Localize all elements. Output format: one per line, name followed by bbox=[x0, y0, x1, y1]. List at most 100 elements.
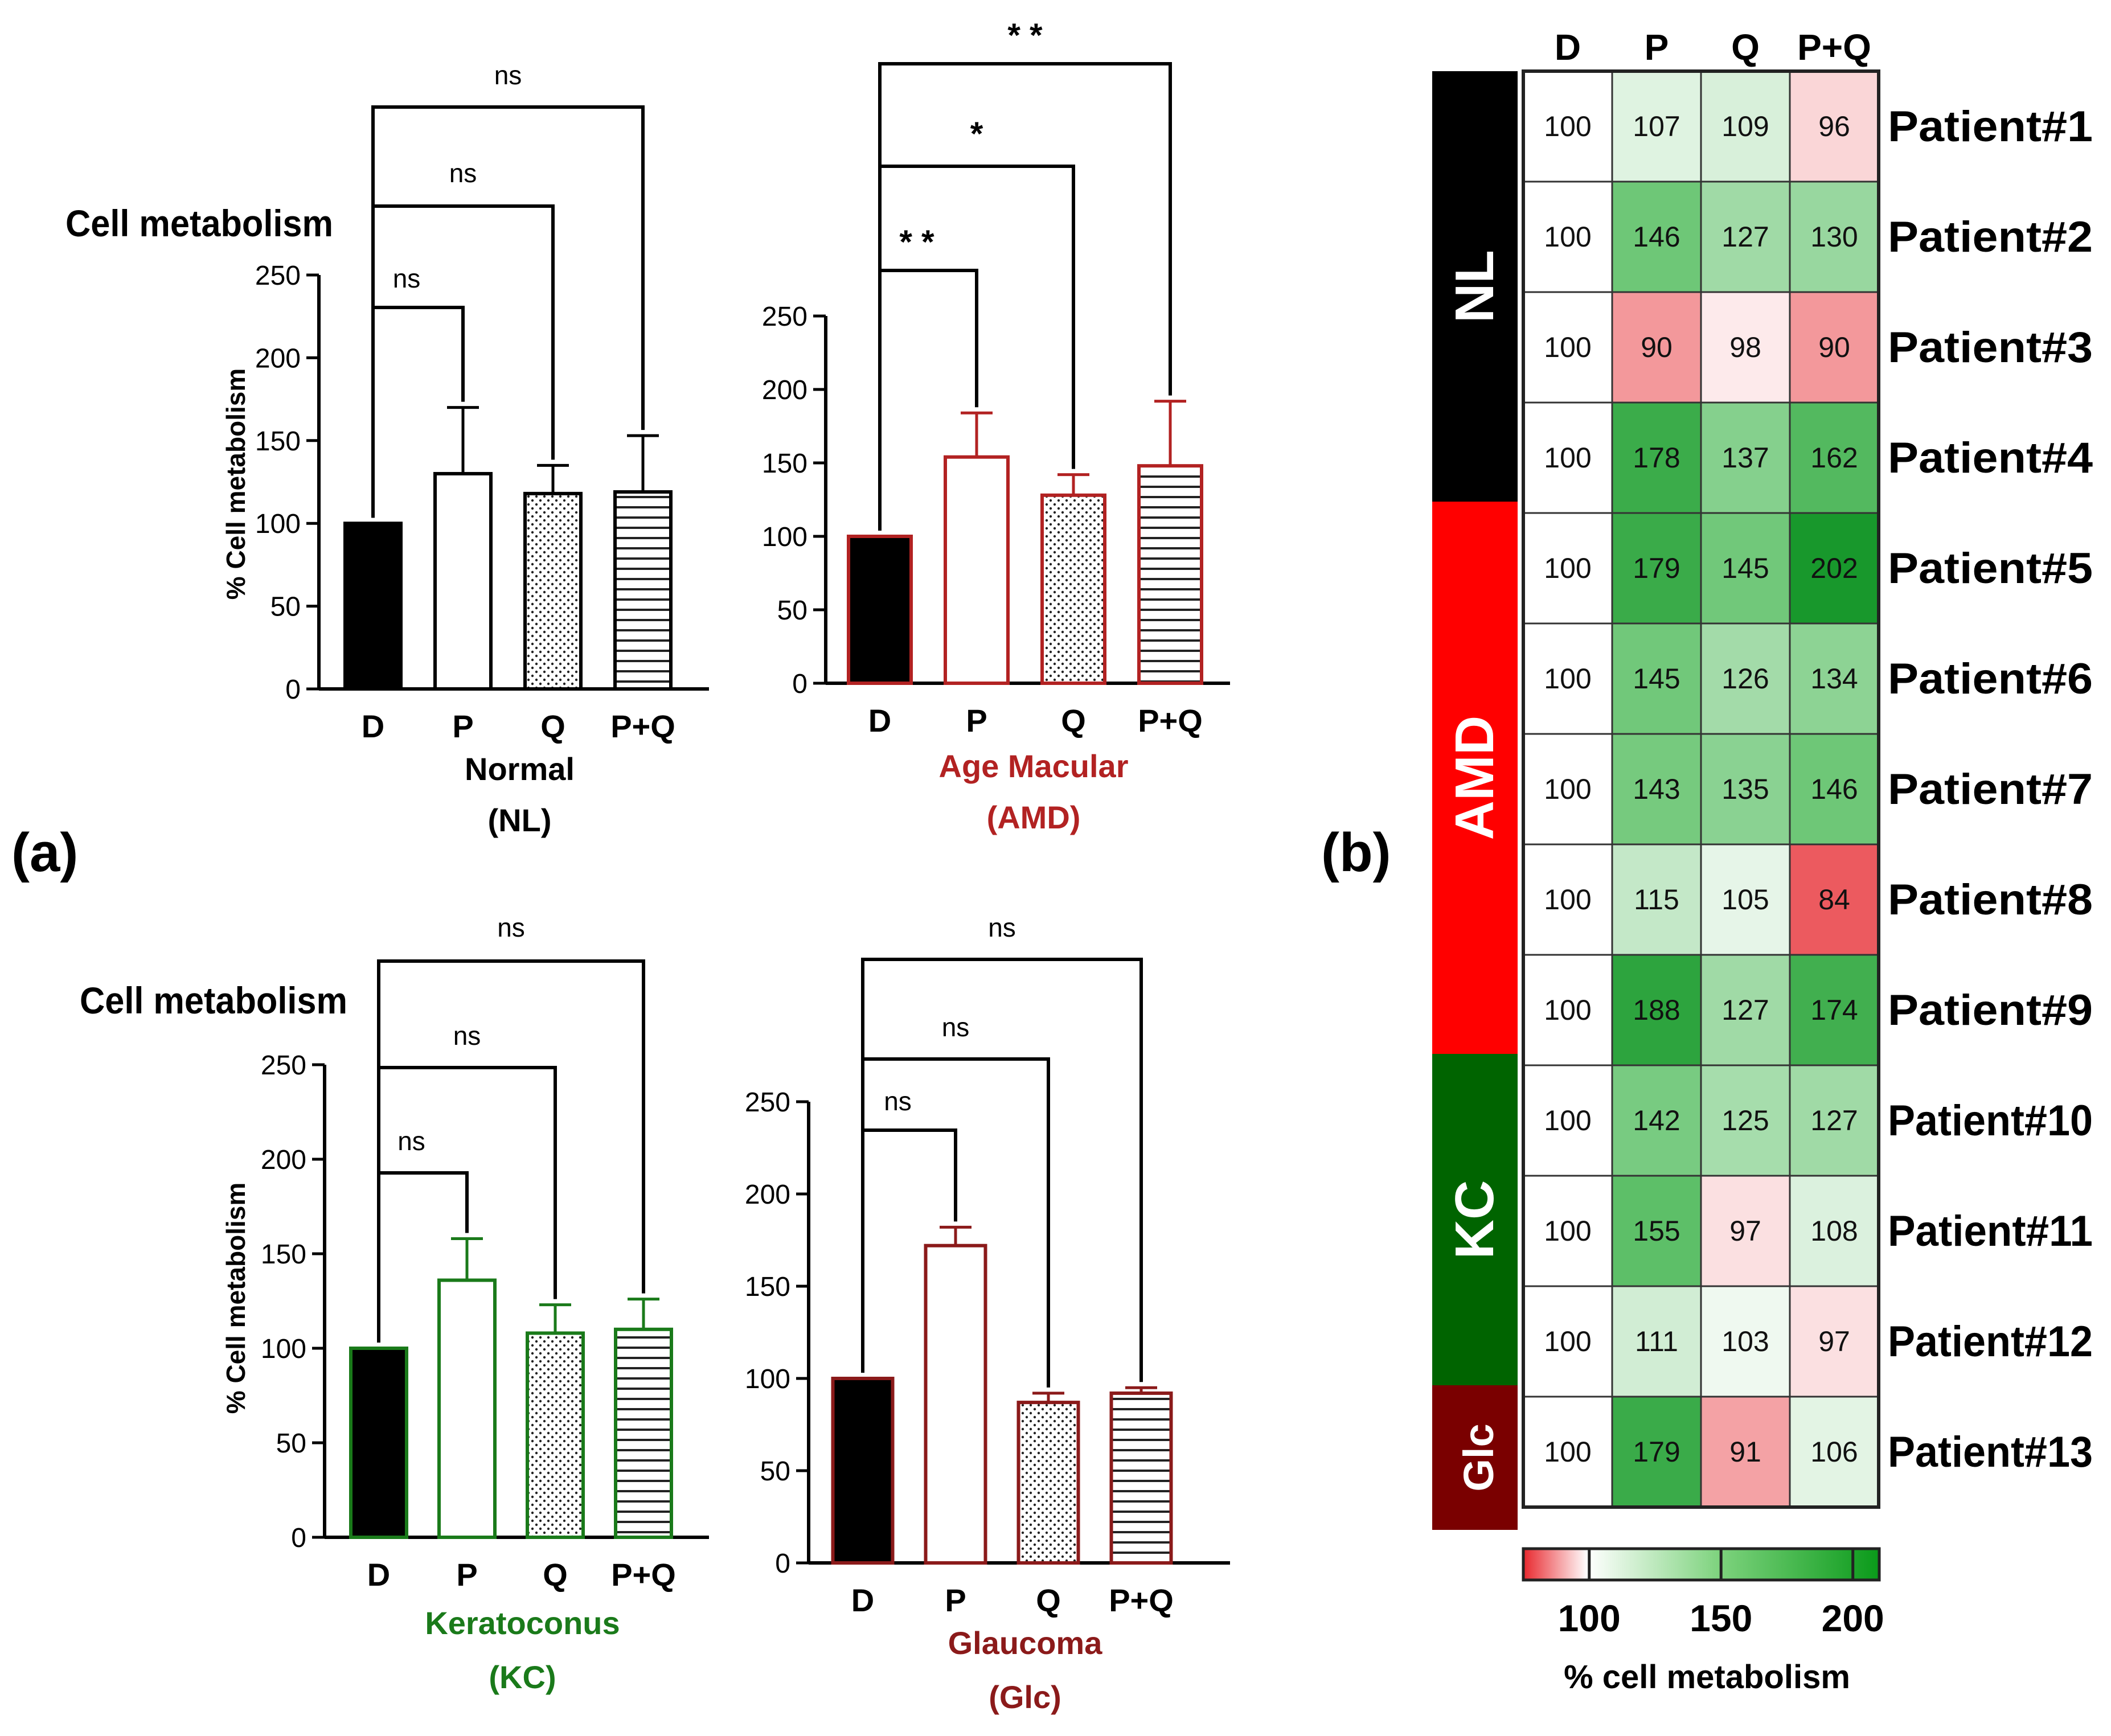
heatmap-cell-value: 179 bbox=[1633, 552, 1680, 584]
y-tick-label: 200 bbox=[261, 1145, 306, 1175]
heatmap-cell bbox=[1611, 401, 1702, 514]
heatmap-cell bbox=[1789, 954, 1880, 1066]
heatmap-cell bbox=[1611, 1285, 1702, 1398]
group-label: Glaucoma bbox=[948, 1625, 1103, 1661]
y-tick-label: 50 bbox=[777, 596, 807, 626]
heatmap-column-header: P bbox=[1645, 27, 1669, 68]
heatmap-cell-value: 145 bbox=[1721, 552, 1769, 584]
group-band-label: NL bbox=[1444, 250, 1505, 323]
heatmap-row-label: Patient#1 bbox=[1888, 102, 2093, 151]
heatmap-cell bbox=[1611, 180, 1702, 293]
heatmap-cell-value: 179 bbox=[1633, 1436, 1680, 1468]
y-tick-label: 200 bbox=[255, 343, 301, 374]
bar-P bbox=[924, 1243, 987, 1565]
group-label: Age Macular bbox=[939, 748, 1129, 784]
heatmap-row-label: Patient#3 bbox=[1888, 323, 2093, 372]
heatmap-cell-value: 97 bbox=[1818, 1325, 1850, 1357]
heatmap-cell bbox=[1611, 1064, 1702, 1177]
x-tick-label: P bbox=[456, 1557, 477, 1593]
bar-charts: Cell metabolism % Cell metabolism 0 50 100 15… bbox=[65, 17, 1230, 1715]
heatmap-column-header: D bbox=[1555, 27, 1581, 68]
bar-D bbox=[349, 1347, 408, 1539]
heatmap-row-label: Patient#6 bbox=[1888, 655, 2093, 703]
significance-label: ns bbox=[884, 1086, 912, 1116]
group-band-nl bbox=[1432, 71, 1518, 502]
heatmap-cell-value: 134 bbox=[1810, 663, 1858, 695]
x-tick-label: P+Q bbox=[611, 1557, 676, 1593]
heatmap-cell-value: 109 bbox=[1721, 110, 1769, 142]
heatmap-row-label: Patient#5 bbox=[1888, 544, 2093, 593]
heatmap-cell bbox=[1789, 733, 1880, 846]
bar-D bbox=[343, 522, 403, 691]
heatmap-cell bbox=[1700, 180, 1791, 293]
y-tick-label: 0 bbox=[285, 675, 301, 705]
heatmap-column-header: P+Q bbox=[1797, 27, 1871, 68]
heatmap-cell bbox=[1611, 954, 1702, 1066]
heatmap-column-header: Q bbox=[1731, 27, 1760, 68]
heatmap-cell-value: 107 bbox=[1633, 110, 1680, 142]
x-tick-label: Q bbox=[1036, 1582, 1061, 1618]
heatmap-cell bbox=[1789, 1064, 1880, 1177]
group-abbrev: (AMD) bbox=[987, 799, 1081, 835]
y-tick-label: 250 bbox=[261, 1050, 306, 1081]
heatmap-cell bbox=[1522, 1175, 1613, 1287]
y-tick-label: 200 bbox=[745, 1180, 790, 1210]
x-tick-label: D bbox=[851, 1582, 874, 1618]
x-tick-label: D bbox=[362, 708, 384, 744]
bar-P bbox=[433, 471, 493, 691]
bar-P+Q bbox=[1109, 1391, 1173, 1565]
chart-title: Cell metabolism bbox=[80, 979, 347, 1021]
significance-bracket bbox=[878, 62, 1172, 531]
significance-label: ns bbox=[497, 913, 525, 942]
heatmap-row-label: Patient#7 bbox=[1888, 765, 2093, 814]
bar-Q bbox=[523, 491, 583, 691]
heatmap-cell-value: 100 bbox=[1544, 1436, 1591, 1468]
heatmap-cell-value: 108 bbox=[1810, 1215, 1858, 1247]
significance-label: * bbox=[970, 116, 983, 153]
y-tick-label: 0 bbox=[291, 1523, 306, 1553]
bar-P+Q bbox=[614, 1327, 673, 1540]
x-tick-label: Q bbox=[543, 1557, 568, 1593]
colorbar-tick-label: 100 bbox=[1558, 1597, 1621, 1639]
panel-a-label: (a) bbox=[11, 822, 78, 883]
heatmap-cell-value: 100 bbox=[1544, 663, 1591, 695]
heatmap-cell bbox=[1522, 1396, 1613, 1508]
heatmap-row-label: Patient#12 bbox=[1888, 1318, 2093, 1366]
heatmap-cell-value: 143 bbox=[1633, 773, 1680, 805]
heatmap-border bbox=[1522, 69, 1880, 1509]
group-label: Keratoconus bbox=[425, 1605, 620, 1641]
heatmap-cell-value: 137 bbox=[1721, 442, 1769, 474]
heatmap-row-label: Patient#4 bbox=[1888, 434, 2093, 482]
heatmap-row-label: Patient#13 bbox=[1888, 1428, 2093, 1476]
y-tick-label: 200 bbox=[762, 375, 807, 405]
y-tick-label: 50 bbox=[270, 592, 301, 622]
heatmap-cell bbox=[1522, 954, 1613, 1066]
bar-Q bbox=[526, 1331, 585, 1539]
y-tick-label: 250 bbox=[745, 1087, 790, 1118]
y-tick-label: 150 bbox=[261, 1240, 306, 1270]
bar-P bbox=[437, 1278, 497, 1539]
heatmap-cell bbox=[1522, 622, 1613, 735]
heatmap: D P Q P+Q 100 107 109 96 Patient#1 100 146 127 130 Pa… bbox=[1432, 27, 2093, 1696]
bar-P+Q bbox=[613, 490, 673, 691]
heatmap-cell-value: 174 bbox=[1810, 994, 1858, 1026]
heatmap-cell-value: 105 bbox=[1721, 884, 1769, 916]
group-abbrev: (KC) bbox=[489, 1659, 556, 1695]
chart-title: Cell metabolism bbox=[65, 202, 333, 244]
heatmap-cell-value: 135 bbox=[1721, 773, 1769, 805]
heatmap-cell bbox=[1700, 70, 1791, 183]
heatmap-cell-value: 98 bbox=[1729, 331, 1761, 363]
heatmap-cell-value: 100 bbox=[1544, 552, 1591, 584]
heatmap-cell-value: 111 bbox=[1635, 1325, 1678, 1357]
heatmap-cell bbox=[1611, 622, 1702, 735]
heatmap-cell-value: 202 bbox=[1810, 552, 1858, 584]
y-axis-label: % Cell metabolism bbox=[221, 368, 251, 600]
significance-label: ns bbox=[393, 264, 421, 293]
significance-label: * * bbox=[899, 224, 934, 261]
y-tick-label: 150 bbox=[255, 426, 301, 457]
heatmap-cell-value: 125 bbox=[1721, 1105, 1769, 1136]
heatmap-cell bbox=[1789, 180, 1880, 293]
colorbar-label: % cell metabolism bbox=[1564, 1659, 1850, 1696]
heatmap-cell-value: 100 bbox=[1544, 110, 1591, 142]
heatmap-cell bbox=[1789, 1175, 1880, 1287]
